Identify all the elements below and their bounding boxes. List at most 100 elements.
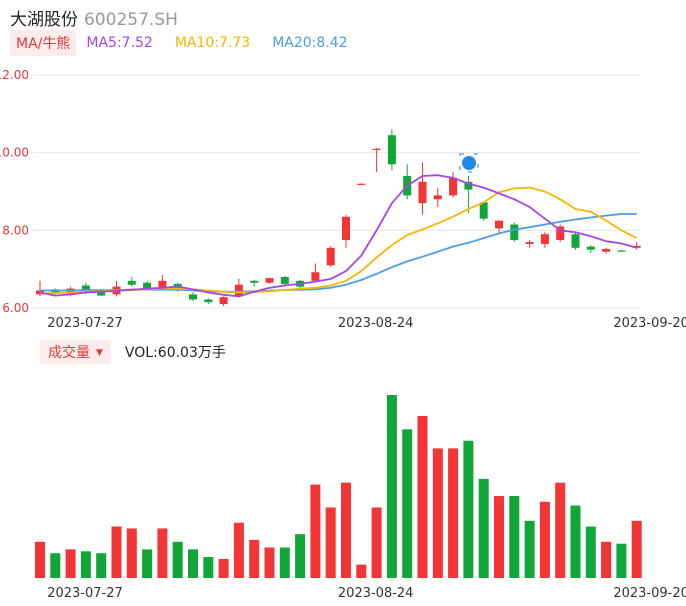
candle-body bbox=[479, 202, 488, 219]
candle-body bbox=[632, 245, 641, 248]
volume-bar bbox=[111, 526, 122, 578]
volume-bar bbox=[295, 534, 306, 578]
candle-body bbox=[143, 282, 152, 289]
candle-body bbox=[540, 234, 549, 244]
volume-toggle-label: 成交量 bbox=[48, 345, 90, 361]
volume-bar bbox=[432, 448, 443, 578]
volume-bar bbox=[172, 541, 183, 578]
ma10-label: MA10:7.73 bbox=[174, 35, 251, 51]
volume-bars bbox=[35, 395, 642, 578]
x-tick-label: 2023-08-24 bbox=[338, 316, 414, 331]
candle-body bbox=[602, 248, 611, 252]
volume-bar bbox=[249, 539, 260, 578]
candle-body bbox=[250, 280, 259, 283]
candle-body bbox=[525, 241, 534, 244]
ma-toggle-button[interactable]: MA/牛熊 bbox=[10, 30, 77, 56]
volume-bar bbox=[325, 507, 336, 578]
candle-body bbox=[387, 135, 396, 165]
caret-down-icon: ▼ bbox=[96, 348, 103, 358]
volume-bar bbox=[341, 482, 351, 578]
volume-bar bbox=[539, 501, 550, 578]
candle-body bbox=[510, 224, 519, 241]
x-tick-label: 2023-07-27 bbox=[47, 316, 123, 331]
candle-body bbox=[372, 148, 381, 150]
candle-body bbox=[158, 280, 167, 289]
stock-title: 大湖股份 600257.SH bbox=[10, 5, 178, 30]
price-axis: 12.00 10.00 8.00 6.00 bbox=[0, 68, 29, 315]
ma5-label: MA5:7.52 bbox=[86, 35, 153, 51]
event-marker-icon[interactable] bbox=[459, 153, 479, 173]
volume-bar bbox=[371, 507, 382, 578]
volume-bar bbox=[494, 496, 504, 578]
ma20-label: MA20:8.42 bbox=[272, 35, 348, 51]
date-axis-top: 2023-07-27 2023-08-24 2023-09-20 bbox=[47, 316, 686, 331]
y-tick-label: 10.00 bbox=[0, 146, 29, 160]
candlesticks bbox=[36, 129, 641, 307]
ma-lines bbox=[39, 174, 638, 298]
volume-bar bbox=[356, 564, 367, 578]
volume-bar bbox=[80, 551, 91, 578]
candle-body bbox=[571, 234, 580, 248]
y-tick-label: 6.00 bbox=[2, 301, 29, 315]
candle-body bbox=[586, 246, 595, 250]
stock-code: 600257.SH bbox=[84, 10, 178, 30]
candle-body bbox=[219, 297, 228, 305]
y-tick-label: 12.00 bbox=[0, 68, 29, 82]
volume-bar bbox=[601, 541, 612, 578]
stock-name: 大湖股份 bbox=[10, 10, 78, 30]
volume-bar bbox=[233, 522, 244, 578]
volume-bar bbox=[524, 520, 535, 578]
volume-bar bbox=[386, 395, 397, 578]
candle-body bbox=[449, 177, 458, 196]
y-tick-label: 8.00 bbox=[2, 223, 29, 237]
candle-body bbox=[311, 272, 320, 281]
ma-legend: MA/牛熊 MA5:7.52 MA10:7.73 MA20:8.42 bbox=[10, 30, 370, 56]
volume-bar bbox=[631, 520, 642, 578]
volume-bar bbox=[50, 553, 61, 578]
volume-bar bbox=[509, 496, 520, 578]
candle-body bbox=[617, 250, 626, 252]
volume-bar bbox=[96, 553, 107, 578]
volume-bar bbox=[203, 557, 214, 578]
candle-body bbox=[189, 294, 197, 300]
volume-bar bbox=[310, 484, 321, 578]
x-tick-label: 2023-09-20 bbox=[613, 586, 686, 601]
volume-bar bbox=[463, 440, 474, 578]
candle-body bbox=[97, 292, 106, 296]
volume-bar bbox=[188, 549, 198, 578]
volume-legend: 成交量 ▼ VOL:60.03万手 bbox=[40, 340, 226, 364]
candle-body bbox=[495, 220, 503, 229]
candle-body bbox=[433, 195, 442, 200]
candle-body bbox=[342, 216, 350, 241]
x-tick-label: 2023-07-27 bbox=[47, 586, 123, 601]
volume-bar bbox=[616, 543, 627, 578]
volume-bar bbox=[417, 415, 428, 578]
volume-toggle-button[interactable]: 成交量 ▼ bbox=[40, 340, 111, 364]
candle-body bbox=[204, 299, 213, 303]
volume-bar bbox=[555, 482, 566, 578]
ma20-line bbox=[40, 213, 637, 293]
candle-body bbox=[418, 181, 427, 204]
volume-bar bbox=[279, 547, 290, 578]
candle-body bbox=[556, 226, 565, 241]
volume-bar bbox=[126, 528, 137, 578]
volume-bar bbox=[218, 558, 229, 578]
x-tick-label: 2023-08-24 bbox=[338, 586, 414, 601]
volume-bar bbox=[142, 549, 153, 578]
candle-body bbox=[265, 278, 274, 283]
candle-body bbox=[280, 276, 289, 284]
candle-body bbox=[66, 288, 75, 295]
volume-value: VOL:60.03万手 bbox=[124, 345, 226, 361]
candle-body bbox=[234, 284, 243, 297]
volume-bar bbox=[65, 549, 76, 578]
candle-body bbox=[357, 183, 366, 185]
candle-body bbox=[81, 285, 90, 293]
volume-bar bbox=[585, 526, 596, 578]
candle-body bbox=[464, 181, 473, 190]
date-axis-bottom: 2023-07-27 2023-08-24 2023-09-20 bbox=[47, 586, 686, 601]
volume-bar bbox=[157, 528, 168, 578]
volume-bar bbox=[35, 541, 45, 578]
candle-body bbox=[127, 280, 136, 285]
price-grid bbox=[33, 74, 640, 309]
